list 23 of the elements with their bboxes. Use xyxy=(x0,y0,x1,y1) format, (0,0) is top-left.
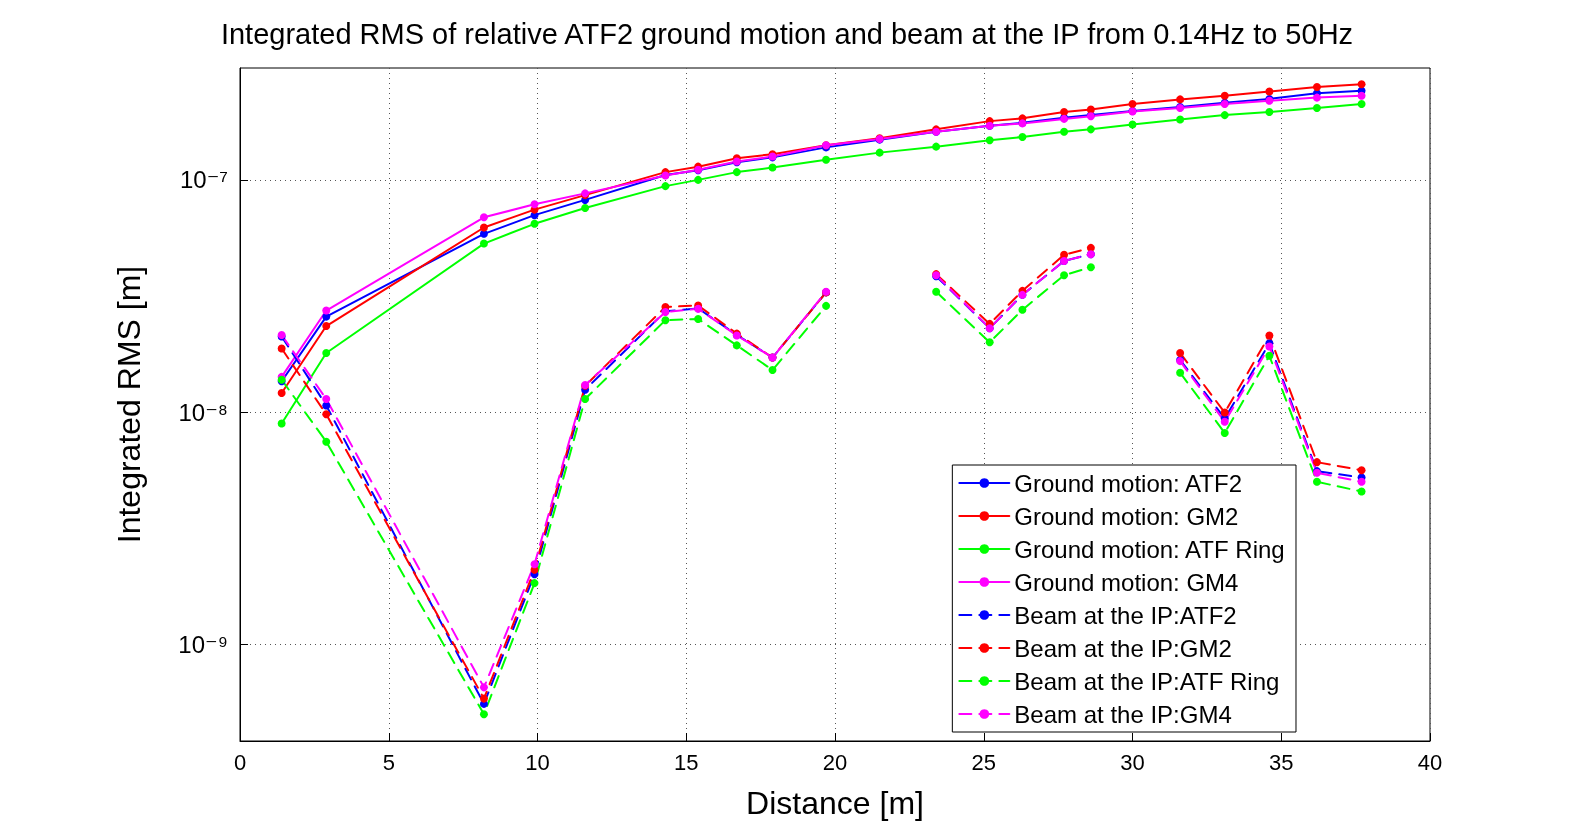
legend-label: Ground motion: GM4 xyxy=(1014,568,1239,596)
x-tick-label: 25 xyxy=(971,749,996,775)
y-tick-label: 10⁻⁹ xyxy=(178,631,228,659)
x-tick-label: 0 xyxy=(233,749,247,775)
legend-label: Beam at the IP:GM2 xyxy=(1014,634,1232,662)
legend-label: Ground motion: ATF2 xyxy=(1014,469,1243,497)
chart-title: Integrated RMS of relative ATF2 ground motion and beam at the IP from 0.14Hz to 50Hz xyxy=(220,17,1354,50)
legend-label: Ground motion: ATF Ring xyxy=(1014,535,1285,563)
legend-label: Beam at the IP:ATF Ring xyxy=(1014,667,1280,695)
y-axis-title: Integrated RMS [m] xyxy=(111,265,147,544)
x-axis-title: Distance [m] xyxy=(746,785,924,821)
legend-label: Beam at the IP:ATF2 xyxy=(1014,601,1237,629)
x-tick-label: 40 xyxy=(1417,749,1443,775)
y-tick-label: 10⁻⁸ xyxy=(178,398,228,426)
legend-label: Ground motion: GM2 xyxy=(1014,502,1239,530)
x-tick-label: 35 xyxy=(1269,749,1294,775)
legend-label: Beam at the IP:GM4 xyxy=(1014,700,1232,728)
x-tick-label: 10 xyxy=(525,749,550,775)
x-tick-label: 20 xyxy=(822,749,848,775)
x-tick-label: 30 xyxy=(1120,749,1145,775)
x-tick-label: 5 xyxy=(382,749,395,775)
y-tick-label: 10⁻⁷ xyxy=(179,166,228,194)
x-tick-label: 15 xyxy=(674,749,699,775)
